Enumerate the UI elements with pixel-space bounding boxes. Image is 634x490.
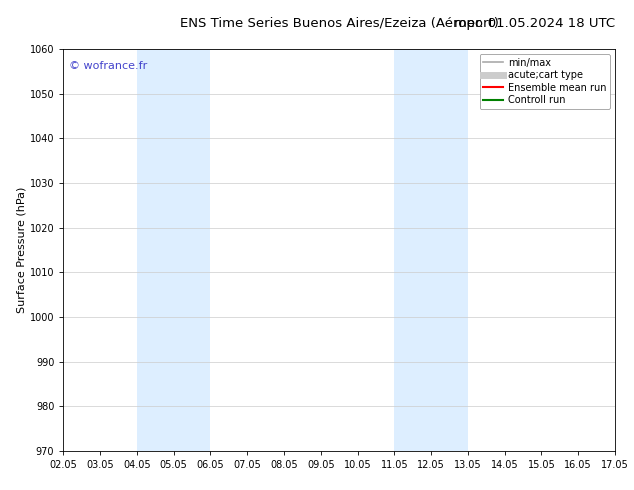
- Bar: [137, 49, 210, 451]
- Text: © wofrance.fr: © wofrance.fr: [69, 61, 147, 71]
- Y-axis label: Surface Pressure (hPa): Surface Pressure (hPa): [17, 187, 27, 313]
- Text: mer. 01.05.2024 18 UTC: mer. 01.05.2024 18 UTC: [454, 17, 615, 30]
- Bar: [394, 49, 468, 451]
- Legend: min/max, acute;cart type, Ensemble mean run, Controll run: min/max, acute;cart type, Ensemble mean …: [479, 54, 610, 109]
- Text: ENS Time Series Buenos Aires/Ezeiza (Aéroport): ENS Time Series Buenos Aires/Ezeiza (Aér…: [180, 17, 498, 30]
